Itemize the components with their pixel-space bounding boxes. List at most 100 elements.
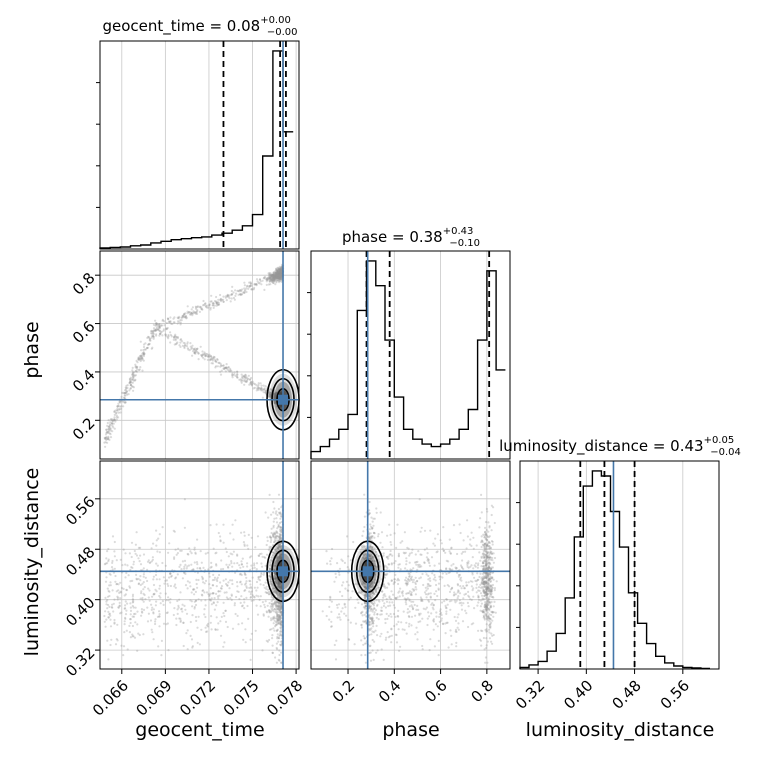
- sample-point: [241, 377, 244, 380]
- sample-point: [386, 631, 389, 634]
- sample-point: [279, 601, 282, 604]
- sample-point: [159, 596, 162, 599]
- sample-point: [155, 544, 158, 547]
- sample-point: [274, 275, 277, 278]
- sample-point: [269, 540, 272, 544]
- sample-point: [272, 393, 275, 396]
- sample-point: [214, 552, 217, 555]
- sample-point: [231, 376, 234, 379]
- sample-point: [152, 335, 155, 338]
- sample-point: [274, 536, 277, 539]
- sample-point: [240, 583, 243, 586]
- sample-point: [193, 351, 196, 354]
- sample-point: [279, 557, 282, 561]
- sample-point: [280, 277, 283, 280]
- sample-point: [330, 620, 333, 623]
- sample-point: [414, 614, 417, 617]
- sample-point: [244, 573, 247, 576]
- sample-point: [111, 430, 114, 433]
- sample-point: [190, 312, 193, 315]
- sample-point: [437, 639, 440, 643]
- sample-point: [159, 332, 162, 335]
- sample-point: [184, 608, 187, 611]
- sample-point: [274, 275, 277, 278]
- sample-point: [206, 306, 209, 309]
- sample-point: [419, 596, 422, 599]
- sample-point: [277, 544, 280, 547]
- sample-point: [487, 521, 490, 524]
- ytick-label: 0.4: [69, 366, 99, 396]
- sample-point: [279, 269, 282, 273]
- sample-point: [108, 427, 111, 430]
- sample-point: [217, 597, 220, 600]
- sample-point: [477, 629, 480, 632]
- sample-point: [334, 572, 337, 576]
- sample-point: [278, 272, 281, 276]
- sample-point: [278, 273, 281, 276]
- sample-point: [237, 590, 240, 594]
- ytick-label: 0.56: [62, 493, 98, 529]
- sample-point: [481, 594, 484, 597]
- sample-point: [179, 338, 182, 341]
- sample-point: [258, 579, 262, 582]
- sample-point: [162, 328, 165, 331]
- sample-point: [144, 342, 147, 345]
- sample-point: [279, 607, 282, 610]
- sample-point: [397, 628, 400, 631]
- sample-point: [278, 544, 281, 547]
- sample-point: [344, 587, 347, 590]
- sample-point: [276, 272, 279, 275]
- sample-point: [478, 575, 481, 579]
- sample-point: [450, 547, 453, 550]
- sample-point: [277, 596, 280, 600]
- sample-point: [439, 539, 442, 542]
- sample-point: [263, 388, 266, 391]
- sample-point: [158, 323, 161, 326]
- sample-point: [277, 277, 280, 280]
- sample-point: [277, 277, 280, 280]
- sample-point: [280, 278, 283, 281]
- sample-point: [397, 591, 400, 594]
- sample-point: [279, 545, 282, 548]
- sample-point: [208, 304, 211, 307]
- sample-point: [279, 512, 282, 515]
- sample-point: [240, 573, 243, 577]
- sample-point: [226, 565, 230, 568]
- sample-point: [373, 640, 376, 643]
- sample-point: [109, 433, 112, 436]
- sample-point: [212, 547, 215, 550]
- sample-point: [277, 274, 280, 277]
- sample-point: [274, 394, 277, 397]
- sample-point: [112, 419, 116, 422]
- sample-point: [277, 276, 280, 280]
- sample-point: [179, 617, 182, 620]
- sample-point: [275, 557, 279, 560]
- sample-point: [230, 297, 233, 300]
- sample-point: [268, 391, 271, 394]
- sample-point: [277, 276, 280, 279]
- sample-point: [232, 296, 235, 300]
- sample-point: [215, 365, 218, 368]
- sample-point: [258, 386, 261, 390]
- sample-point: [106, 431, 109, 434]
- sample-point: [150, 628, 153, 631]
- sample-point: [245, 287, 248, 290]
- sample-point: [152, 329, 155, 333]
- sample-point: [272, 271, 275, 275]
- sample-point: [429, 579, 432, 583]
- sample-point: [271, 275, 275, 278]
- sample-point: [259, 595, 262, 598]
- sample-point: [137, 356, 140, 359]
- sample-point: [195, 348, 198, 351]
- sample-point: [369, 609, 372, 612]
- sample-point: [280, 267, 283, 270]
- sample-point: [277, 523, 280, 526]
- sample-point: [203, 351, 206, 354]
- sample-point: [117, 583, 120, 586]
- sample-point: [491, 559, 494, 562]
- sample-point: [158, 594, 161, 598]
- sample-point: [268, 273, 271, 276]
- sample-point: [249, 284, 252, 287]
- sample-point: [279, 270, 282, 273]
- sample-point: [280, 622, 283, 625]
